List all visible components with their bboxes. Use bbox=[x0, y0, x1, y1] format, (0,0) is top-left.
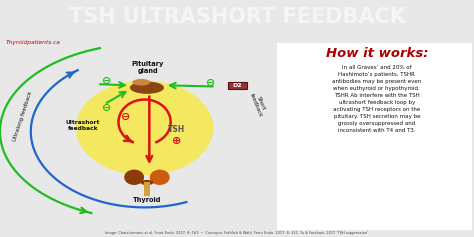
Text: TSH: TSH bbox=[168, 125, 185, 134]
Text: Thyroid: Thyroid bbox=[133, 197, 161, 203]
Text: Ultrashort
feedback: Ultrashort feedback bbox=[66, 120, 100, 131]
Text: ⊖: ⊖ bbox=[206, 78, 216, 88]
Text: Short
feedback: Short feedback bbox=[248, 91, 268, 118]
Text: How it works:: How it works: bbox=[326, 47, 428, 60]
Text: Image: Chatzitomaris et al. Front Endo. 2017: 8: 163  •  Concepts: Fröhlich & Wa: Image: Chatzitomaris et al. Front Endo. … bbox=[105, 231, 369, 235]
Bar bbox=[277, 43, 472, 230]
Ellipse shape bbox=[140, 180, 154, 185]
FancyBboxPatch shape bbox=[228, 82, 247, 89]
Ellipse shape bbox=[76, 81, 213, 175]
Text: In all Graves’ and 20% of
Hashimoto’s patients, TSHR
antibodies may be present e: In all Graves’ and 20% of Hashimoto’s pa… bbox=[332, 65, 421, 133]
Ellipse shape bbox=[132, 79, 150, 86]
Bar bbox=[144, 182, 150, 196]
Text: Thyroidpatients.ca: Thyroidpatients.ca bbox=[6, 40, 61, 45]
Text: TSH ULTRASHORT FEEDBACK: TSH ULTRASHORT FEEDBACK bbox=[69, 7, 405, 27]
Ellipse shape bbox=[130, 82, 164, 94]
Text: Ultralong feedback: Ultralong feedback bbox=[12, 90, 33, 142]
Text: D2: D2 bbox=[233, 83, 242, 88]
Ellipse shape bbox=[124, 170, 144, 185]
Text: ⊖: ⊖ bbox=[102, 76, 111, 86]
Text: Pituitary
gland: Pituitary gland bbox=[132, 61, 164, 74]
Text: ⊕: ⊕ bbox=[172, 136, 181, 146]
Text: ⊖: ⊖ bbox=[102, 103, 111, 113]
Ellipse shape bbox=[150, 170, 170, 185]
Text: ⊖: ⊖ bbox=[121, 112, 130, 122]
